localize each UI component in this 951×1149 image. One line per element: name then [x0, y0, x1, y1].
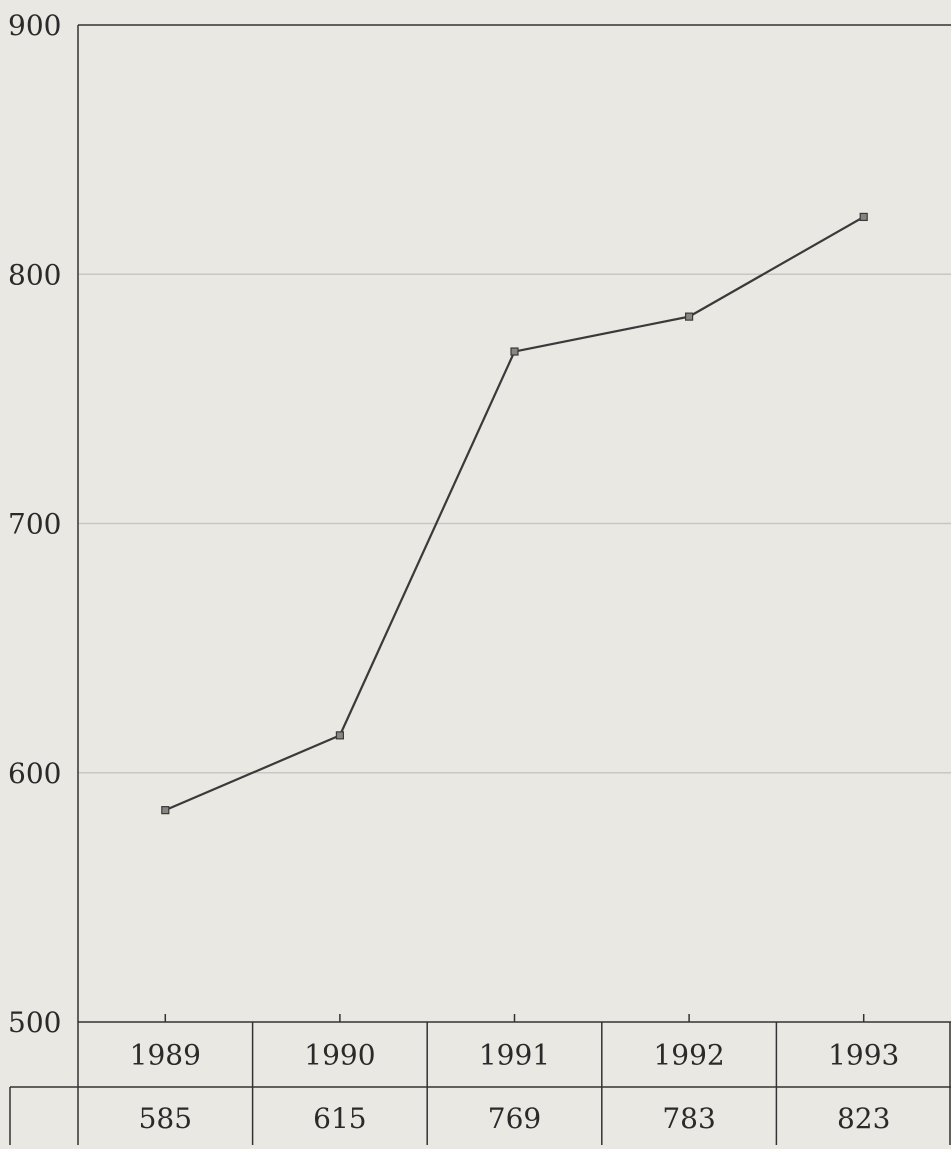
y-tick-label-500: 500 — [8, 1006, 61, 1039]
y-tick-label-900: 900 — [8, 9, 61, 42]
data-table: 1989 1990 1991 1992 1993 585 615 769 783 823 — [9, 1021, 951, 1145]
table-header-1990: 1990 — [304, 1039, 375, 1072]
table-value-1990: 615 — [313, 1102, 366, 1135]
data-point-1993 — [859, 212, 868, 222]
table-value-1992: 783 — [662, 1102, 715, 1135]
data-point-1992 — [684, 312, 694, 321]
table-value-1989: 585 — [139, 1102, 192, 1135]
data-point-1990 — [335, 731, 344, 740]
y-tick-label-700: 700 — [8, 508, 61, 541]
table-value-1991: 769 — [488, 1102, 541, 1135]
axes — [77, 24, 951, 1145]
gridlines — [78, 273, 951, 774]
table-header-1991: 1991 — [479, 1039, 550, 1072]
data-point-1989 — [161, 806, 170, 815]
table-header-1992: 1992 — [653, 1039, 724, 1072]
table-header-1993: 1993 — [828, 1039, 899, 1072]
data-point-1991 — [510, 347, 519, 356]
y-tick-label-800: 800 — [8, 258, 61, 291]
table-header-1989: 1989 — [130, 1039, 201, 1072]
table-value-1993: 823 — [837, 1102, 890, 1135]
series-1 — [161, 212, 868, 815]
series-line — [164, 215, 865, 812]
y-axis-ticks: 500 600 700 800 900 — [8, 9, 61, 1039]
y-tick-label-600: 600 — [8, 757, 61, 790]
